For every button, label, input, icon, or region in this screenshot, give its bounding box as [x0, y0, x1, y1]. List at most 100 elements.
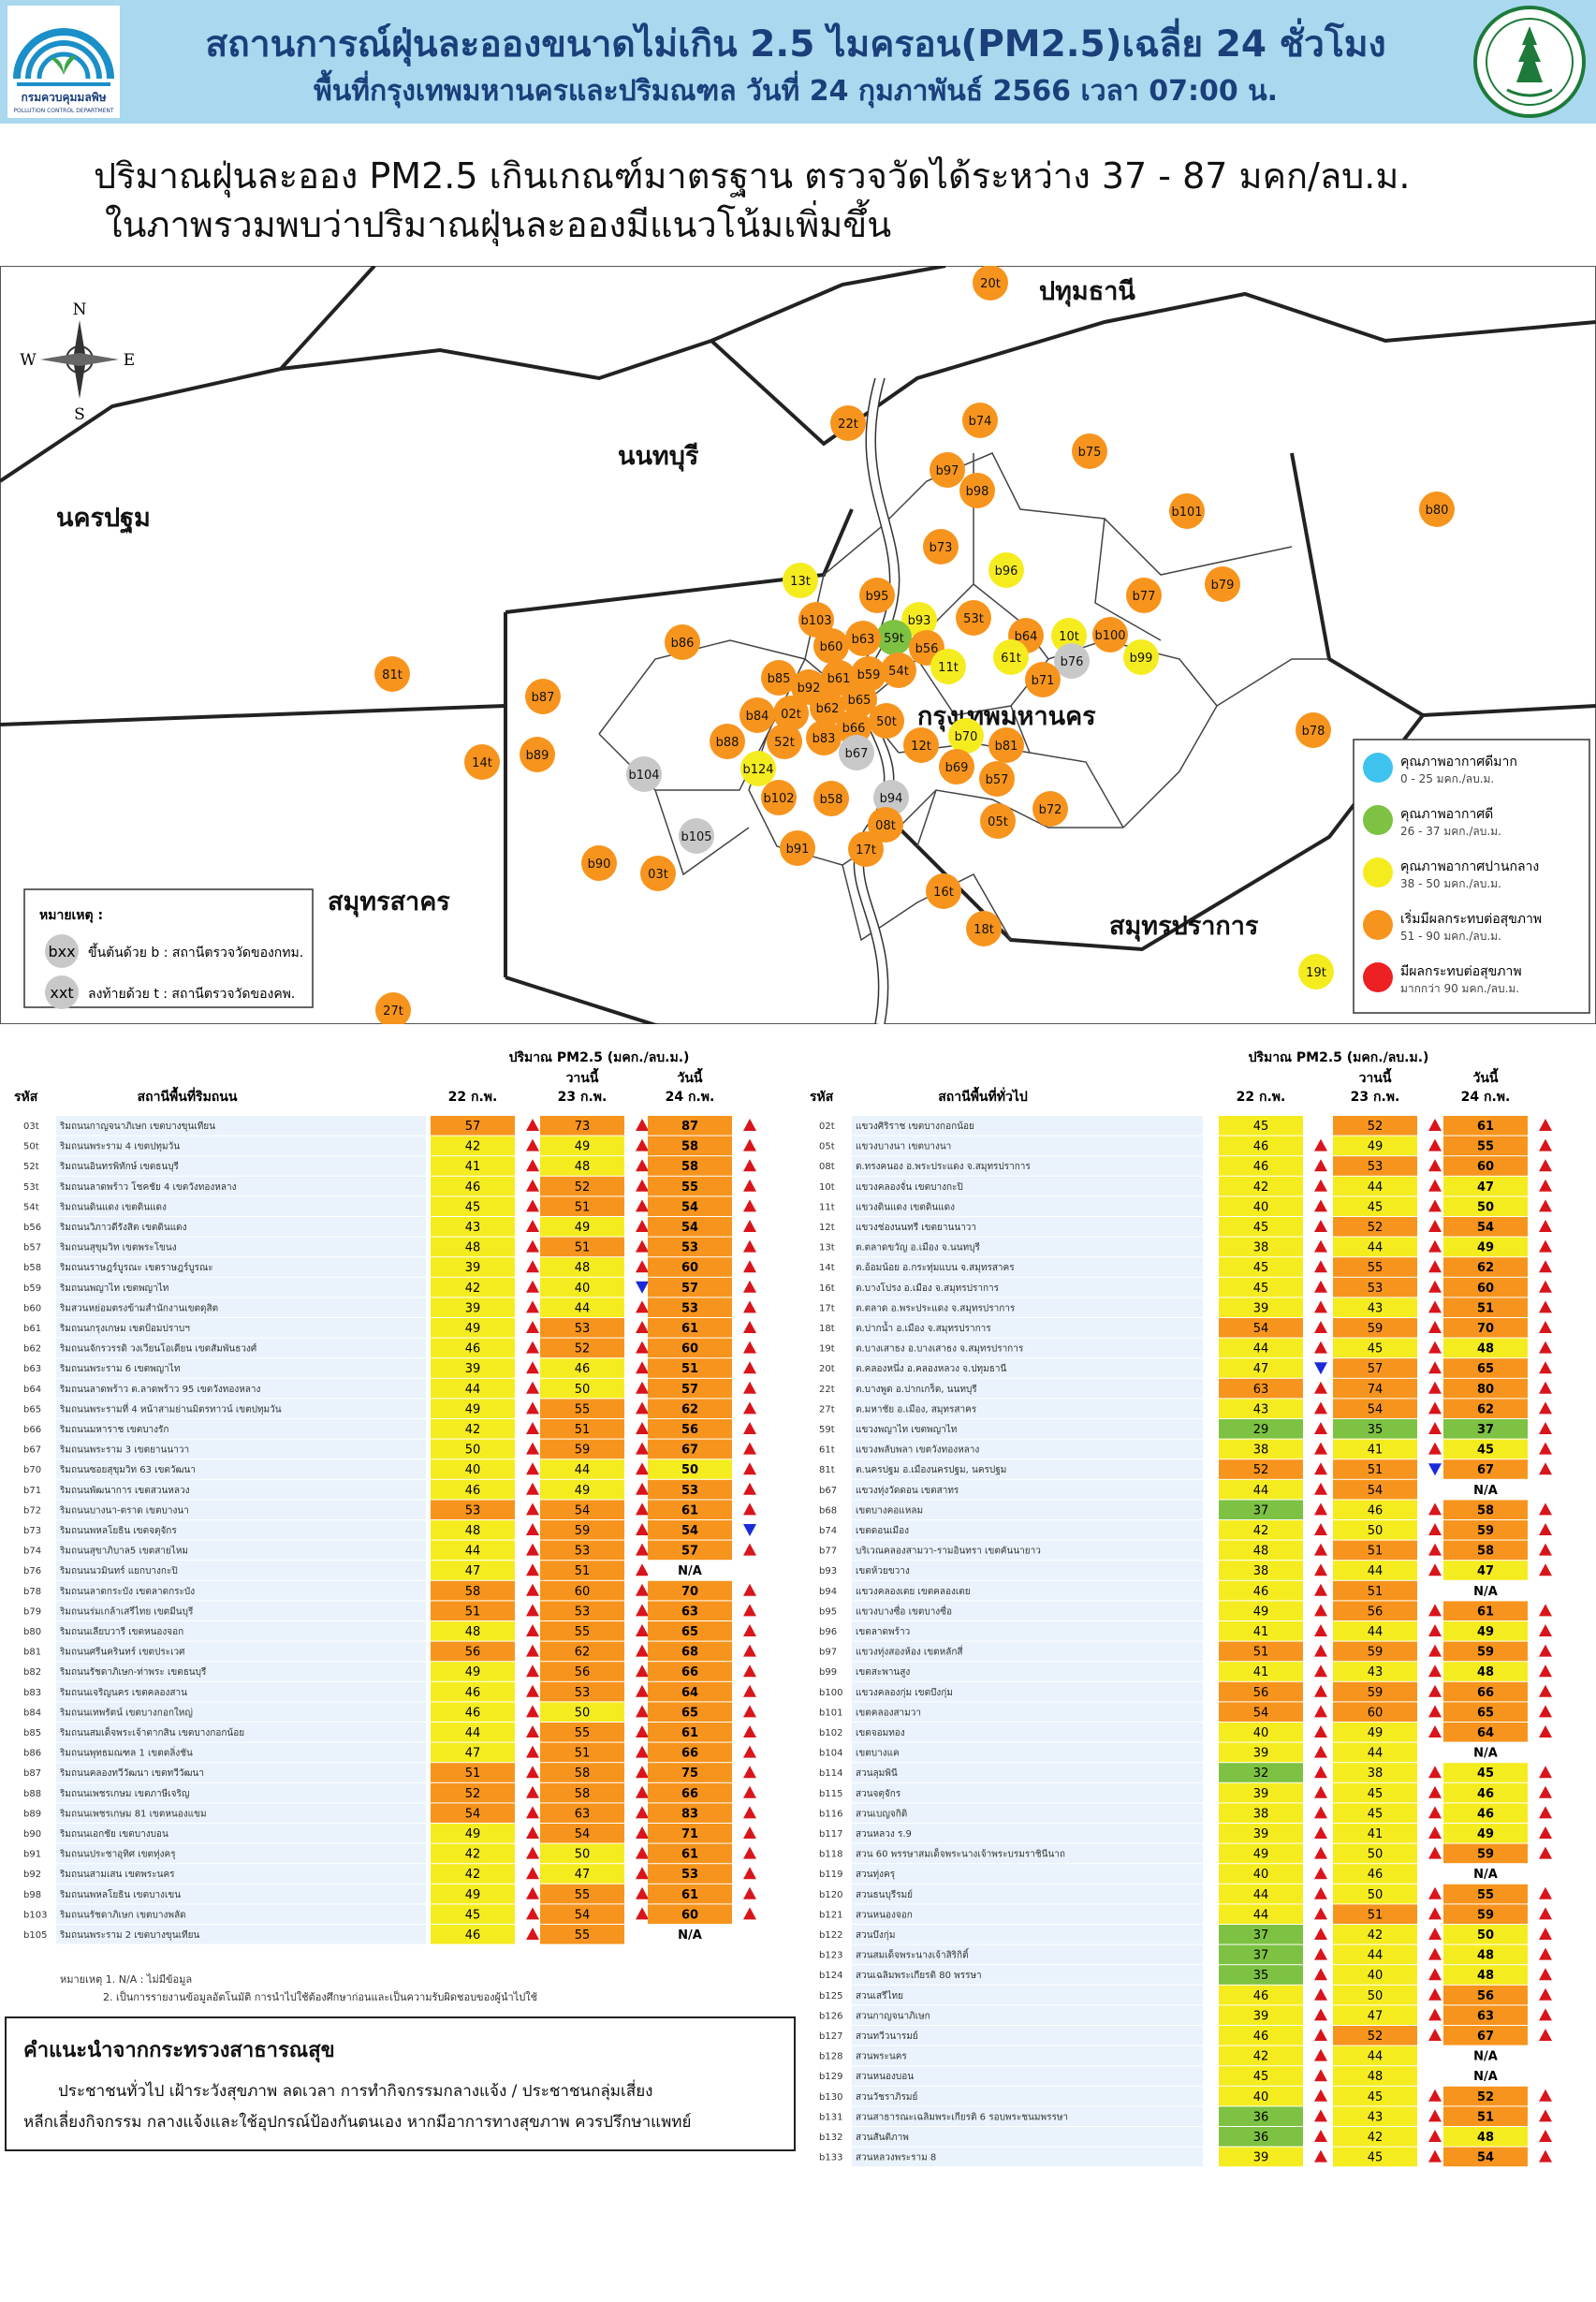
pm-value: N/A	[678, 1564, 702, 1578]
pm-value: 44	[465, 1726, 481, 1740]
value-cell	[431, 1864, 515, 1884]
legend-swatch	[1363, 805, 1393, 835]
pm-value: 59	[575, 1444, 591, 1458]
trend-up-icon	[1428, 1159, 1442, 1172]
value-cell	[431, 1662, 515, 1681]
pm-value: 55	[575, 1888, 591, 1902]
value-cell	[1443, 1824, 1528, 1843]
value-cell	[1333, 1277, 1417, 1298]
value-cell	[1443, 1965, 1528, 1985]
station-code: 27t	[819, 1404, 835, 1415]
trend-up-icon	[743, 1361, 756, 1374]
pm-value: 56	[575, 1665, 591, 1679]
station-code: b73	[23, 1526, 41, 1536]
value-cell	[1333, 1925, 1417, 1944]
pm-value: 46	[465, 1484, 481, 1498]
trend-up-icon	[526, 1260, 539, 1273]
trend-up-icon	[1428, 1422, 1442, 1434]
pm-value: 32	[1253, 1767, 1269, 1781]
value-cell	[648, 1925, 732, 1944]
station-label: 03t	[648, 868, 668, 882]
value-cell	[1443, 1520, 1528, 1540]
pm-value: 38	[1368, 1767, 1384, 1781]
station-marker: b99	[1123, 639, 1159, 675]
pm-value: 57	[1368, 1362, 1384, 1376]
station-marker: 81t	[374, 656, 410, 692]
trend-up-icon	[1428, 1523, 1442, 1535]
trend-up-icon	[636, 1260, 649, 1273]
station-marker: 20t	[973, 266, 1008, 301]
station-code: b103	[23, 1910, 47, 1920]
station-name: สวนสมเด็จพระนางเจ้าสิริกิติ์	[856, 1948, 970, 1961]
value-cell	[1443, 1500, 1528, 1519]
value-cell	[1219, 1196, 1303, 1216]
pm-value: 63	[681, 1605, 698, 1619]
station-name: ริมถนนพระราม 2 เขตบางขุนเทียน	[59, 1929, 199, 1941]
pm-value: 48	[1477, 1969, 1494, 1983]
station-code: b68	[819, 1505, 837, 1516]
station-name: เขตดอนเมือง	[856, 1525, 909, 1536]
date-header: 24 ก.พ.	[666, 1090, 715, 1105]
station-code: b57	[23, 1243, 41, 1254]
table-row: b119 สวนทุ่งครุ 40 46 N/A	[819, 1864, 1528, 1884]
table-row: b133 สวนหลวงพระราม 8 39 45 54	[819, 2147, 1552, 2167]
station-label: b57	[986, 773, 1009, 787]
station-header: สถานีพื้นที่ริมถนน	[138, 1086, 238, 1105]
trend-up-icon	[1428, 1361, 1442, 1374]
value-cell	[648, 1601, 732, 1620]
value-cell	[1333, 2147, 1417, 2167]
pm-value: 50	[575, 1848, 591, 1862]
station-marker: b77	[1126, 578, 1162, 613]
value-cell	[1443, 1621, 1528, 1641]
pm-value: 60	[575, 1585, 591, 1599]
pm-value: 55	[575, 1928, 591, 1943]
trend-up-icon	[526, 1886, 539, 1899]
pm-value: 44	[465, 1383, 481, 1397]
pm-value: 45	[1477, 1767, 1494, 1781]
station-marker: b91	[780, 830, 815, 866]
station-marker: b75	[1072, 433, 1107, 469]
pm-value: 58	[1477, 1545, 1494, 1559]
trend-up-icon	[1314, 1503, 1327, 1516]
pm-value: 51	[1368, 1463, 1384, 1477]
pm-value: 44	[575, 1463, 591, 1477]
trend-up-icon	[1428, 1503, 1442, 1516]
station-name: เขตคลองสามวา	[856, 1708, 921, 1718]
station-name: สวนหลวง ร.9	[856, 1829, 912, 1840]
header-banner: กรมควบคุมมลพิษ POLLUTION CONTROL DEPARTM…	[0, 0, 1596, 124]
value-cell	[431, 1257, 515, 1277]
station-marker: 27t	[375, 992, 411, 1024]
pm-value: 75	[681, 1767, 698, 1781]
value-cell	[1333, 1681, 1417, 1702]
pm-value: 54	[465, 1807, 481, 1821]
value-cell	[431, 1479, 515, 1500]
station-code: 11t	[819, 1202, 835, 1212]
pm-value: 51	[1368, 1545, 1384, 1559]
province-label: กรุงเทพมหานคร	[917, 702, 1096, 732]
pm-value: 60	[1477, 1160, 1494, 1174]
station-label: b59	[857, 668, 881, 682]
station-code: b132	[819, 2133, 842, 2143]
value-cell	[1443, 1803, 1528, 1823]
trend-up-icon	[1314, 2109, 1327, 2122]
trend-up-icon	[1428, 1604, 1442, 1617]
station-code: b130	[819, 2092, 842, 2103]
trend-up-icon	[1314, 1644, 1327, 1657]
trend-up-icon	[526, 1179, 539, 1192]
value-cell	[1333, 1116, 1417, 1136]
station-code: b120	[819, 1890, 842, 1900]
pm-value: 54	[1368, 1484, 1384, 1498]
trend-up-icon	[1428, 1220, 1442, 1232]
station-code: b90	[23, 1829, 41, 1840]
station-marker: b72	[1032, 791, 1068, 827]
station-label: b69	[945, 761, 969, 775]
trend-up-icon	[1539, 1442, 1552, 1455]
station-label: b71	[1032, 674, 1055, 688]
table-row: b128 สวนพระนคร 42 44 N/A	[819, 2045, 1528, 2066]
value-cell	[1333, 2106, 1417, 2126]
trend-up-icon	[1314, 1766, 1327, 1779]
value-cell	[1333, 1156, 1417, 1176]
station-code: b84	[23, 1708, 41, 1718]
table-row: b95 แขวงบางซื่อ เขตบางซื่อ 49 56 61	[819, 1601, 1552, 1620]
value-cell	[1443, 1479, 1528, 1500]
